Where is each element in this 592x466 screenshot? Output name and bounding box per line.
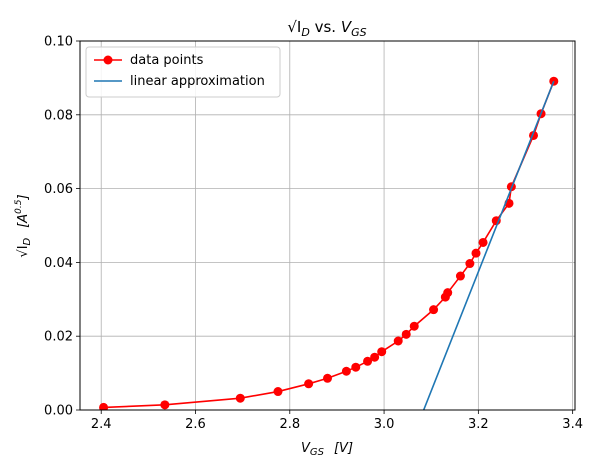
- axes-frame: [79, 40, 576, 411]
- data-point: [235, 393, 245, 403]
- x-tick-label: 3.2: [468, 417, 489, 432]
- y-axis: 0.00 0.02 0.04 0.06 0.08 0.10: [44, 35, 80, 419]
- data-point: [471, 248, 481, 258]
- y-tick-label: 0.04: [44, 256, 73, 271]
- data-point: [401, 329, 411, 339]
- y-tick-label: 0.02: [44, 330, 73, 345]
- y-tick-label: 0.00: [44, 404, 73, 419]
- legend-label-data-points: data points: [130, 53, 204, 68]
- x-tick-label: 2.4: [91, 417, 112, 432]
- legend-marker-data-points: [103, 55, 113, 65]
- legend-box: [85, 46, 281, 98]
- x-tick-label: 2.6: [185, 417, 206, 432]
- data-point: [160, 400, 170, 410]
- data-point: [363, 356, 373, 366]
- series-line-linear-approximation: [422, 80, 555, 410]
- data-point: [465, 259, 475, 269]
- y-tick-label: 0.08: [44, 108, 73, 123]
- data-point: [443, 288, 453, 298]
- chart-title: √ID vs. VGS: [287, 18, 366, 39]
- y-tick-label: 0.10: [44, 35, 73, 50]
- data-point: [409, 321, 419, 331]
- data-point: [478, 237, 488, 247]
- data-point: [99, 402, 109, 410]
- data-point: [304, 379, 314, 389]
- plot-area: [99, 76, 559, 410]
- data-point: [323, 373, 332, 383]
- legend: data points linear approximation: [85, 46, 281, 98]
- data-point: [273, 387, 283, 397]
- data-point: [393, 336, 403, 346]
- x-axis: 2.4 2.6 2.8 3.0 3.2 3.4: [91, 410, 583, 432]
- data-point: [341, 366, 351, 376]
- data-point: [351, 362, 361, 372]
- x-tick-label: 2.8: [279, 417, 300, 432]
- x-axis-label: VGS [V]: [301, 441, 353, 458]
- y-axis-label: √ID[A0.5]: [14, 194, 33, 257]
- data-point: [455, 271, 465, 281]
- x-tick-label: 3.4: [562, 417, 583, 432]
- legend-label-linear-approximation: linear approximation: [130, 74, 265, 89]
- data-point: [377, 347, 387, 357]
- x-tick-label: 3.0: [374, 417, 395, 432]
- data-point: [370, 352, 380, 362]
- data-point: [429, 305, 439, 315]
- y-tick-label: 0.06: [44, 182, 73, 197]
